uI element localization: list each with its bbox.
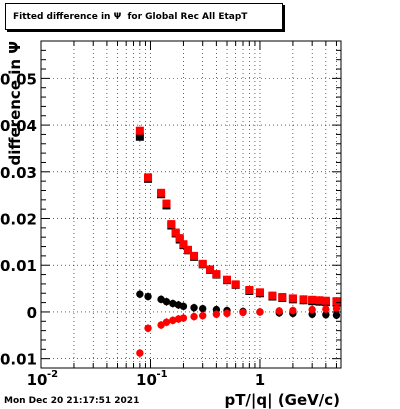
y-tick-label: 0.05	[0, 70, 37, 88]
data-point-circle	[322, 305, 330, 313]
y-tick-label: 0.03	[0, 164, 37, 182]
data-point-square	[231, 280, 240, 289]
data-point-circle	[256, 308, 264, 316]
data-point-square	[171, 228, 180, 237]
data-point-square	[245, 285, 254, 294]
grid-layer	[40, 41, 341, 368]
data-point-circle	[190, 304, 198, 312]
data-point-square	[179, 240, 188, 249]
data-point-circle	[169, 316, 177, 325]
data-point-square	[162, 199, 171, 208]
data-point-circle	[332, 304, 341, 313]
series-3	[136, 304, 341, 358]
data-point-square	[268, 291, 277, 300]
data-point-square	[144, 173, 153, 182]
data-point-circle	[136, 290, 144, 298]
data-point-circle	[212, 310, 221, 318]
data-point-square	[299, 295, 308, 304]
y-tick-label: 0.01	[0, 257, 37, 275]
data-point-circle	[144, 292, 152, 301]
data-point-circle	[162, 297, 171, 306]
data-point-circle	[162, 318, 171, 326]
data-point-circle	[144, 324, 152, 332]
plot-frame	[40, 40, 342, 369]
data-point-circle	[169, 299, 177, 308]
timestamp: Mon Dec 20 21:17:51 2021	[4, 396, 140, 406]
data-point-square	[175, 234, 184, 243]
data-point-circle	[332, 311, 341, 319]
data-point-square	[315, 296, 324, 305]
x-tick-label: 10	[136, 371, 157, 389]
y-tick-label: 0.04	[0, 117, 37, 135]
data-point-square	[135, 132, 144, 141]
data-point-square	[198, 259, 207, 268]
data-point-square	[222, 275, 231, 284]
data-point-circle	[199, 311, 207, 320]
data-point-square	[288, 294, 297, 303]
data-point-circle	[136, 349, 144, 357]
y-axis-label: difference in Ψ	[6, 41, 24, 166]
data-point-circle	[190, 312, 198, 321]
data-point-square	[183, 245, 192, 254]
y-tick-label: 0	[27, 304, 37, 322]
data-point-circle	[199, 304, 207, 313]
data-point-circle	[289, 306, 297, 315]
data-point-circle	[239, 308, 247, 317]
data-point-square	[212, 270, 221, 279]
data-point-square	[255, 288, 264, 297]
data-point-circle	[179, 314, 188, 322]
x-tick-label: 1	[255, 371, 265, 389]
data-point-square	[167, 220, 176, 229]
chart-title-box: Fitted difference in Ψ for Global Rec Al…	[5, 3, 283, 30]
y-tick-label: 0.02	[0, 211, 37, 229]
data-point-square	[190, 251, 199, 260]
data-point-square	[278, 292, 287, 301]
series-1	[135, 126, 341, 306]
data-point-circle	[223, 309, 231, 318]
x-tick-exponent: -1	[156, 369, 167, 380]
data-point-square	[135, 126, 144, 135]
marks-layer	[135, 126, 341, 358]
data-point-circle	[322, 311, 330, 319]
data-point-circle	[275, 307, 283, 315]
y-tick-label: -0.01	[0, 351, 37, 369]
data-point-circle	[308, 305, 316, 314]
data-point-square	[321, 296, 330, 305]
chart-title: Fitted difference in Ψ for Global Rec Al…	[13, 11, 248, 22]
data-point-circle	[179, 302, 188, 311]
data-point-square	[157, 188, 166, 197]
data-point-square	[332, 297, 341, 306]
data-point-square	[206, 265, 215, 274]
x-axis-label: pT/|q| (GeV/c)	[224, 391, 340, 409]
x-tick-exponent: -2	[47, 369, 58, 380]
x-tick-label: 10	[27, 371, 48, 389]
data-point-square	[308, 295, 317, 304]
